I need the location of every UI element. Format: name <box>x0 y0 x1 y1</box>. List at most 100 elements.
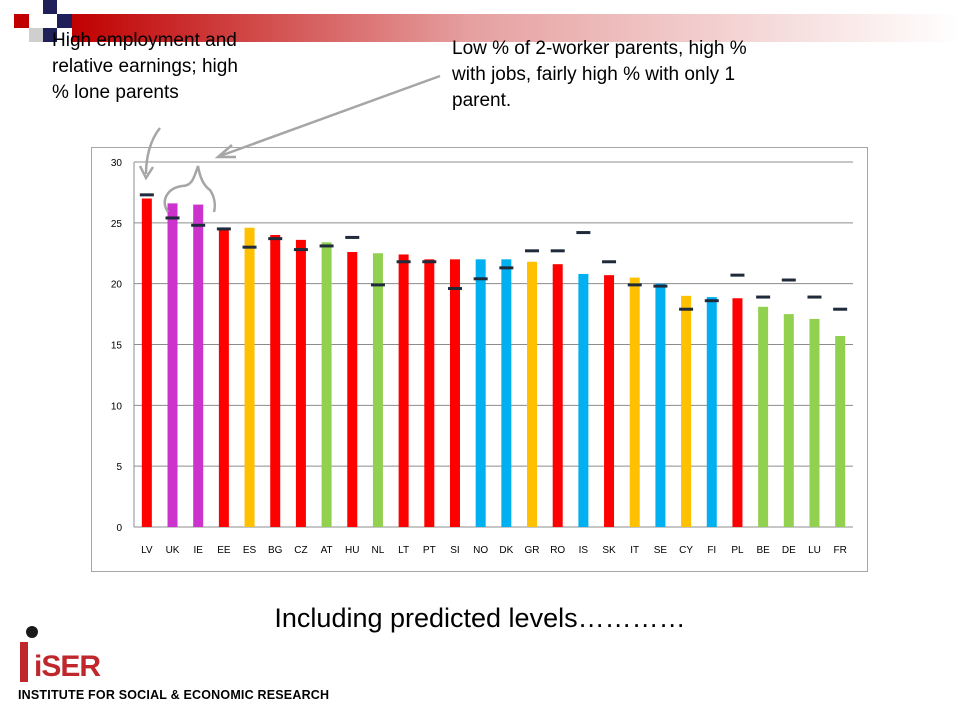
deco-square <box>43 28 57 42</box>
x-tick-label: RO <box>550 545 565 556</box>
predicted-marker-pl <box>730 273 745 277</box>
x-tick-label: SE <box>654 545 668 556</box>
predicted-marker-bg <box>268 237 283 241</box>
predicted-marker-lt <box>396 260 411 264</box>
annotation-left: High employment and relative earnings; h… <box>52 30 238 103</box>
bar-uk <box>167 203 178 527</box>
x-tick-label: DE <box>782 545 796 556</box>
x-tick-label: FI <box>707 545 716 556</box>
deco-square <box>14 14 29 28</box>
predicted-marker-se <box>653 284 668 288</box>
predicted-marker-pt <box>422 260 437 264</box>
predicted-marker-cy <box>679 307 694 311</box>
x-tick-label: BE <box>756 545 770 556</box>
logo-dot <box>26 626 38 638</box>
predicted-marker-es <box>242 245 257 249</box>
bar-lu <box>809 318 820 527</box>
logo-wordmark: iSER <box>34 650 101 683</box>
x-tick-label: BG <box>268 545 283 556</box>
bar-pl <box>732 298 743 527</box>
bar-bg <box>270 235 281 527</box>
predicted-marker-uk <box>165 216 180 220</box>
y-tick-label: 5 <box>116 462 122 473</box>
bar-be <box>758 306 769 527</box>
bar-si <box>449 259 460 527</box>
bar-no <box>475 259 486 527</box>
bar-nl <box>372 253 383 527</box>
predicted-marker-dk <box>499 266 514 270</box>
x-tick-label: HU <box>345 545 359 556</box>
annotation-arrow-left <box>144 127 161 175</box>
deco-square <box>43 0 57 14</box>
x-tick-label: PL <box>731 545 744 556</box>
bar-ro <box>552 264 563 527</box>
bar-fi <box>706 297 717 527</box>
y-tick-label: 0 <box>116 523 122 534</box>
predicted-marker-it <box>627 283 642 287</box>
bar-ie <box>193 204 204 528</box>
bar-at <box>321 242 332 528</box>
x-tick-label: DK <box>499 545 513 556</box>
bar-gr <box>527 261 538 527</box>
x-tick-label: ES <box>243 545 257 556</box>
predicted-marker-fi <box>704 299 719 303</box>
predicted-marker-si <box>447 287 462 291</box>
bar-hu <box>347 252 358 528</box>
bar-lv <box>141 198 152 527</box>
predicted-marker-ee <box>216 227 231 231</box>
predicted-marker-at <box>319 244 334 248</box>
x-tick-label: CY <box>679 545 693 556</box>
predicted-marker-ro <box>550 249 565 253</box>
predicted-marker-lv <box>139 193 154 197</box>
x-tick-label: SI <box>450 545 459 556</box>
x-tick-label: CZ <box>294 545 307 556</box>
bar-pt <box>424 259 435 527</box>
bar-dk <box>501 259 512 527</box>
predicted-marker-be <box>756 295 771 299</box>
x-tick-label: FR <box>833 545 846 556</box>
x-tick-label: SK <box>602 545 616 556</box>
x-tick-label: AT <box>321 545 333 556</box>
predicted-marker-ie <box>191 223 206 227</box>
logo-subtitle: INSTITUTE FOR SOCIAL & ECONOMIC RESEARCH <box>18 688 330 702</box>
header-strip <box>72 14 960 42</box>
header-decoration <box>14 0 960 42</box>
y-tick-label: 25 <box>111 219 123 230</box>
x-tick-label: LT <box>398 545 409 556</box>
x-tick-label: IS <box>579 545 589 556</box>
predicted-marker-sk <box>602 260 617 264</box>
x-tick-label: EE <box>217 545 231 556</box>
annotation-brace <box>163 165 217 213</box>
predicted-marker-de <box>781 278 796 282</box>
predicted-marker-is <box>576 231 591 235</box>
x-tick-label: UK <box>166 545 180 556</box>
bar-ee <box>218 227 229 527</box>
logo-stem <box>20 642 28 682</box>
iser-logo <box>20 626 38 682</box>
y-tick-label: 30 <box>111 158 123 169</box>
annotation-arrow-right <box>219 74 441 158</box>
predicted-marker-nl <box>370 283 385 287</box>
annotation-arrowhead-right <box>214 144 236 159</box>
predicted-marker-cz <box>293 248 308 252</box>
annotation-right: Low % of 2-worker parents, high % with j… <box>452 38 747 111</box>
predicted-marker-gr <box>525 249 540 253</box>
bar-es <box>244 227 255 527</box>
predicted-marker-lu <box>807 295 822 299</box>
x-tick-label: IT <box>630 545 639 556</box>
x-tick-label: LU <box>808 545 821 556</box>
x-tick-label: GR <box>525 545 540 556</box>
y-tick-label: 20 <box>111 280 123 291</box>
bar-fr <box>835 335 846 527</box>
annotation-arrowhead-left <box>138 165 155 181</box>
deco-square <box>57 14 72 28</box>
bar-cy <box>681 295 692 527</box>
x-tick-label: PT <box>423 545 436 556</box>
y-tick-label: 15 <box>111 341 123 352</box>
predicted-marker-no <box>473 277 488 281</box>
predicted-marker-fr <box>833 307 848 311</box>
deco-square <box>29 28 43 42</box>
bar-sk <box>604 275 615 527</box>
bar-cz <box>295 239 306 527</box>
